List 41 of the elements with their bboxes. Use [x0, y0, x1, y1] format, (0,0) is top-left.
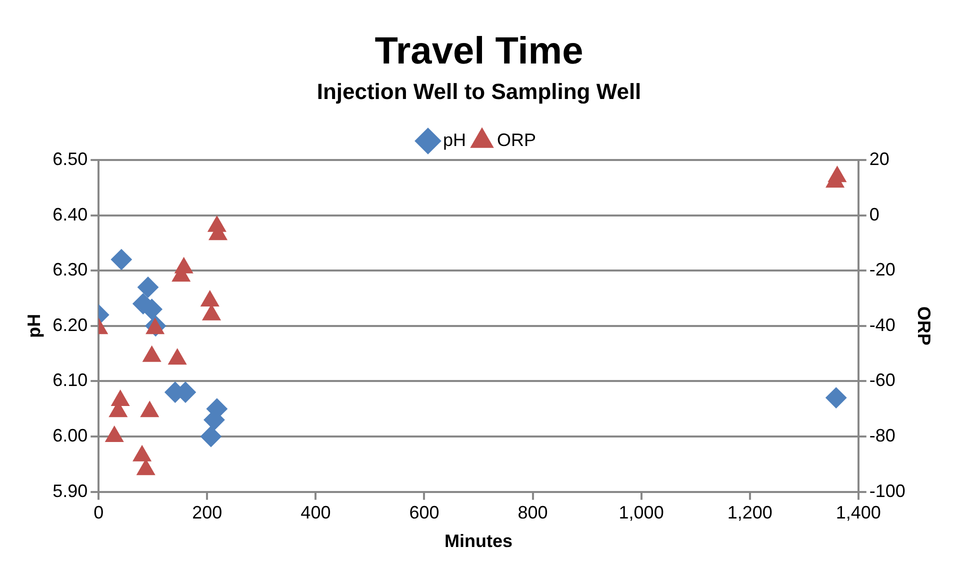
y2-tick-label: -20 [869, 260, 896, 280]
y2-axis-title: ORP [914, 306, 934, 346]
point [142, 346, 161, 362]
x-tick-label: 400 [300, 502, 331, 523]
point [110, 249, 132, 270]
y-tick-label: 6.20 [52, 314, 88, 335]
x-tick-label: 600 [409, 502, 440, 523]
x-tick-label: 1,400 [836, 502, 881, 523]
y2-tick-label: -60 [869, 370, 896, 390]
point [200, 426, 222, 447]
point [168, 348, 186, 365]
legend-label: pH [442, 130, 466, 150]
y-axis-title: pH [24, 314, 44, 338]
y2-tick-label: -40 [869, 314, 896, 335]
point [200, 290, 220, 307]
point [105, 426, 124, 442]
point [132, 445, 152, 462]
y-tick-label: 5.90 [52, 480, 88, 501]
x-tick-label: 1,200 [727, 502, 772, 523]
y2-tick-label: -100 [869, 480, 906, 501]
point [136, 459, 156, 476]
point [826, 387, 847, 408]
y-tick-label: 6.40 [52, 204, 88, 224]
y-tick-label: 6.00 [52, 425, 88, 446]
point [138, 276, 159, 298]
chart-title: Travel Time [374, 30, 584, 72]
x-tick-label: 800 [518, 502, 548, 523]
x-tick-label: 200 [192, 502, 222, 523]
y2-tick-label: -80 [869, 425, 896, 446]
x-tick-label: 0 [94, 502, 104, 523]
y-tick-label: 6.30 [52, 260, 88, 280]
chart-subtitle: Injection Well to Sampling Well [316, 78, 642, 104]
point [140, 401, 159, 418]
point [828, 166, 846, 182]
y2-tick-label: 0 [869, 204, 880, 224]
y-tick-label: 6.10 [52, 370, 88, 390]
y2-tick-label: 20 [869, 148, 890, 169]
legend-label: ORP [497, 130, 536, 150]
x-tick-label: 1,000 [618, 502, 664, 523]
x-axis-title: Minutes [444, 531, 513, 552]
y-tick-label: 6.50 [52, 148, 88, 169]
